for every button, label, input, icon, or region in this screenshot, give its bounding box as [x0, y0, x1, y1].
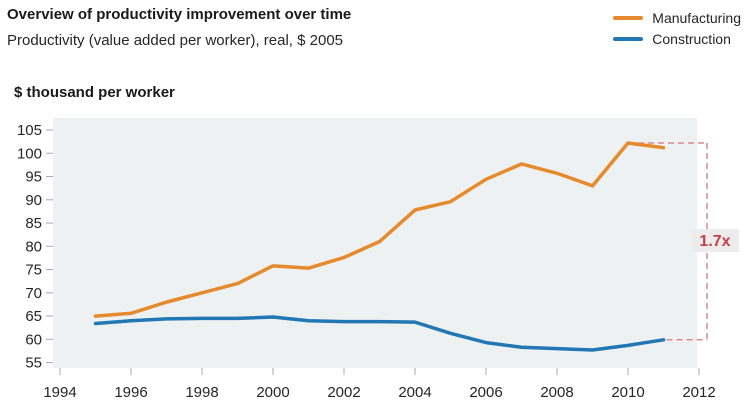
legend-item-manufacturing: Manufacturing: [613, 7, 741, 28]
y-axis-title: $ thousand per worker: [14, 84, 175, 101]
x-tick-label: 2006: [469, 384, 502, 401]
y-tick-label: 60: [25, 331, 42, 348]
chart-title: Overview of productivity improvement ove…: [7, 6, 352, 23]
y-tick-label: 80: [25, 238, 42, 255]
x-tick-label: 2000: [256, 384, 289, 401]
ratio-label: 1.7x: [699, 233, 730, 250]
y-tick-label: 75: [25, 262, 42, 279]
x-tick-label: 1996: [114, 384, 147, 401]
y-tick-label: 100: [17, 145, 42, 162]
legend: Manufacturing Construction: [613, 7, 741, 49]
data-lines: [93, 141, 666, 352]
manufacturing-line: [93, 141, 666, 318]
manufacturing-line-swatch: [613, 15, 644, 20]
line-chart: 55 60 65 70 75 80 85 90 95 100 105 1994 1996 1998 200…: [17, 118, 739, 401]
x-tick-label: 1998: [185, 384, 218, 401]
y-tick-label: 85: [25, 215, 42, 232]
x-tick-label: 1994: [43, 384, 76, 401]
ratio-annotation: 1.7x: [628, 142, 739, 341]
y-tick-label: 105: [17, 122, 42, 139]
construction-line-swatch: [613, 36, 644, 41]
y-tick-label: 70: [25, 285, 42, 302]
x-tick-label: 2002: [327, 384, 360, 401]
legend-label-manufacturing: Manufacturing: [652, 9, 741, 26]
y-axis-ticks: 55 60 65 70 75 80 85 90 95 100 105: [17, 122, 53, 372]
y-tick-label: 95: [25, 169, 42, 186]
legend-label-construction: Construction: [652, 30, 731, 47]
x-tick-label: 2008: [540, 384, 573, 401]
construction-line: [93, 315, 666, 352]
chart-subtitle: Productivity (value added per worker), r…: [7, 32, 344, 49]
x-tick-label: 2012: [682, 384, 715, 401]
y-tick-label: 65: [25, 308, 42, 325]
y-tick-label: 90: [25, 192, 42, 209]
legend-item-construction: Construction: [613, 28, 741, 49]
x-tick-label: 2010: [611, 384, 644, 401]
x-tick-label: 2004: [398, 384, 431, 401]
y-tick-label: 55: [25, 355, 42, 372]
x-axis-ticks: 1994 1996 1998 2000 2002 2004 2006 2008 2010 2012: [43, 368, 716, 401]
